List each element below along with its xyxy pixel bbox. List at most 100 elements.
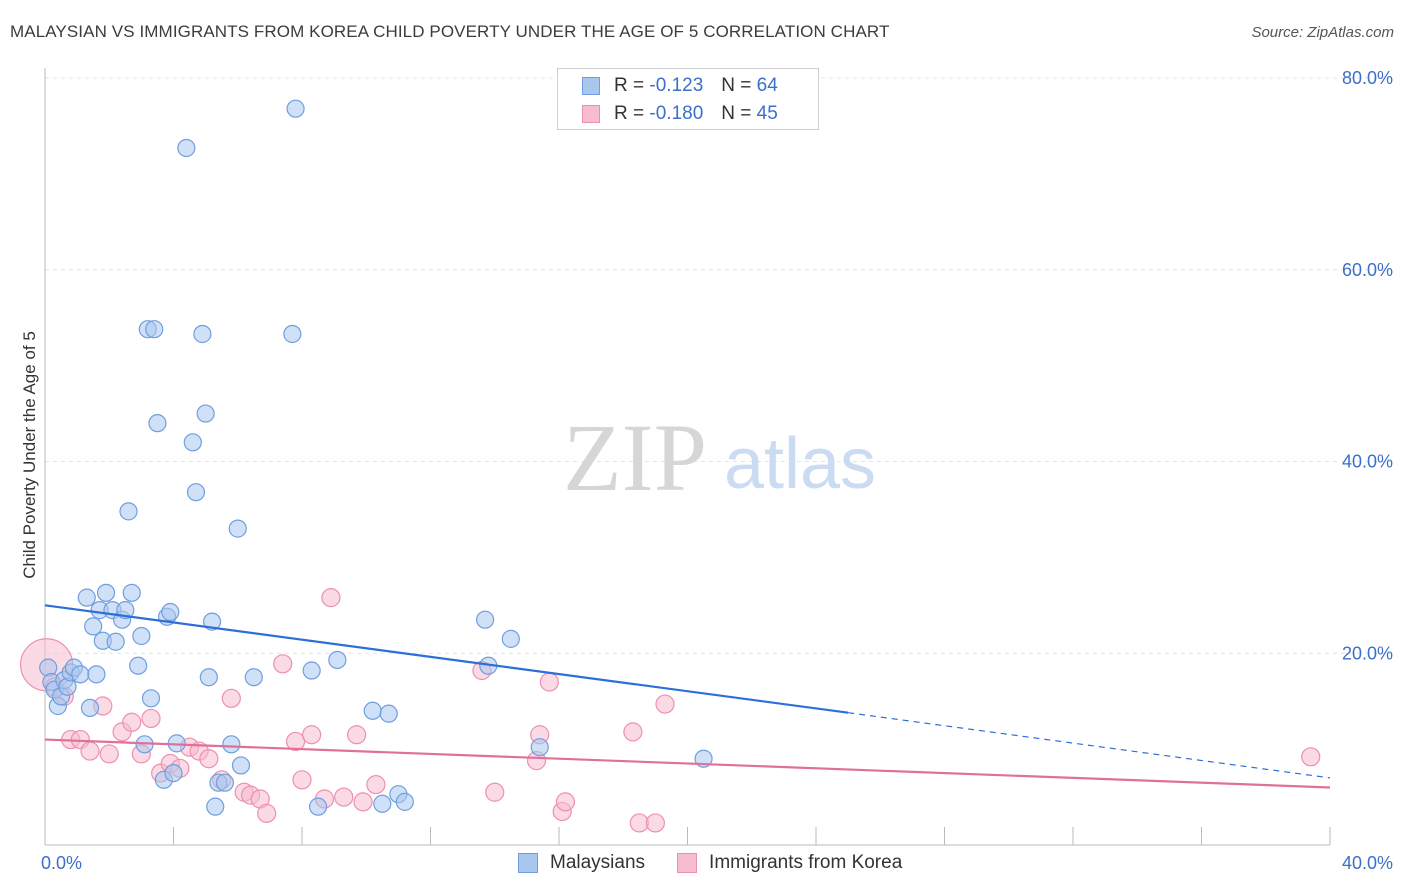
- data-point-malaysians: [206, 797, 225, 816]
- data-point-korea: [285, 731, 306, 752]
- legend-item-korea: Immigrants from Korea: [677, 852, 902, 874]
- data-point-korea: [347, 725, 367, 745]
- watermark: ZIP atlas: [563, 404, 876, 511]
- data-point-malaysians: [77, 588, 96, 607]
- data-point-malaysians: [96, 583, 116, 602]
- data-point-malaysians: [80, 698, 100, 717]
- n-label: N =: [721, 75, 752, 96]
- legend-swatch-malaysians: [518, 853, 538, 873]
- data-point-malaysians: [328, 650, 347, 670]
- data-point-malaysians: [373, 794, 392, 813]
- data-point-korea: [366, 774, 386, 795]
- n-label: N =: [721, 103, 752, 124]
- data-point-malaysians: [116, 601, 135, 620]
- data-point-malaysians: [202, 612, 222, 631]
- grid-lines: [45, 77, 1392, 654]
- data-point-malaysians: [286, 99, 305, 118]
- watermark-zip: ZIP: [563, 404, 707, 511]
- source-label: Source: ZipAtlas.com: [1251, 24, 1394, 41]
- data-point-malaysians: [228, 519, 247, 538]
- data-point-korea: [257, 803, 277, 823]
- r-value: -0.123: [649, 75, 704, 96]
- n-value: 64: [756, 75, 778, 96]
- watermark-atlas: atlas: [724, 424, 876, 504]
- trend-line-malaysians-extension: [848, 712, 1331, 779]
- data-point-malaysians: [283, 324, 302, 344]
- axes: [44, 68, 1331, 846]
- data-point-korea: [199, 749, 219, 769]
- legend-swatch-korea: [677, 853, 698, 873]
- data-point-malaysians: [530, 738, 549, 757]
- data-point-korea: [99, 744, 119, 764]
- data-point-malaysians: [363, 701, 382, 720]
- r-label: R =: [614, 75, 645, 96]
- chart-title: MALAYSIAN VS IMMIGRANTS FROM KOREA CHILD…: [10, 22, 890, 41]
- data-point-malaysians: [222, 735, 241, 754]
- tick-labels: 20.0% 40.0% 60.0% 80.0% 0.0% 40.0%: [41, 68, 1393, 873]
- data-point-korea: [623, 722, 643, 742]
- data-point-korea: [1301, 747, 1321, 767]
- data-point-malaysians: [501, 629, 520, 648]
- data-point-korea: [80, 741, 100, 761]
- data-point-malaysians: [119, 502, 138, 521]
- data-point-korea: [273, 654, 293, 674]
- legend-label-korea: Immigrants from Korea: [709, 852, 903, 873]
- data-point-korea: [141, 708, 161, 729]
- data-point-korea: [334, 787, 354, 807]
- data-point-malaysians: [164, 763, 183, 783]
- y-tick-label: 40.0%: [1342, 452, 1393, 472]
- y-axis-label: Child Poverty Under the Age of 5: [20, 331, 39, 579]
- data-point-malaysians: [231, 756, 251, 775]
- data-point-malaysians: [215, 773, 234, 792]
- n-value: 45: [756, 103, 778, 124]
- data-point-korea: [302, 725, 322, 745]
- data-point-korea: [539, 672, 559, 692]
- trend-line-korea: [44, 738, 1331, 789]
- data-point-malaysians: [132, 626, 151, 646]
- data-point-korea: [485, 782, 505, 802]
- data-point-malaysians: [148, 414, 167, 433]
- data-point-malaysians: [379, 704, 398, 723]
- y-tick-label: 80.0%: [1342, 68, 1393, 88]
- legend-row-korea: R = -0.180 N = 45: [582, 102, 778, 126]
- data-point-korea: [353, 792, 373, 812]
- correlation-legend: R = -0.123 N = 64 R = -0.180 N = 45: [557, 68, 819, 130]
- r-value: -0.180: [649, 103, 704, 124]
- data-point-malaysians: [84, 617, 103, 636]
- legend-label-malaysians: Malaysians: [550, 852, 646, 873]
- data-point-malaysians: [308, 797, 328, 816]
- data-point-malaysians: [395, 792, 414, 811]
- legend-row-malaysians: R = -0.123 N = 64: [582, 74, 778, 98]
- data-point-malaysians: [71, 665, 90, 684]
- data-point-korea: [122, 712, 142, 732]
- data-point-malaysians: [129, 656, 148, 675]
- legend-item-malaysians: Malaysians: [518, 852, 645, 874]
- data-point-malaysians: [302, 661, 321, 680]
- data-point-malaysians: [244, 668, 263, 687]
- data-point-korea: [221, 688, 241, 708]
- data-point-korea: [655, 694, 675, 714]
- data-point-korea: [321, 588, 341, 608]
- data-point-korea: [645, 813, 665, 833]
- data-point-malaysians: [141, 689, 161, 708]
- r-label: R =: [614, 103, 645, 124]
- trend-line-malaysians: [44, 604, 849, 714]
- trend-lines: [44, 604, 1331, 789]
- y-tick-label: 20.0%: [1342, 643, 1393, 663]
- data-point-malaysians: [196, 404, 215, 423]
- data-point-malaysians: [87, 665, 106, 684]
- data-point-malaysians: [106, 632, 125, 651]
- y-tick-label: 60.0%: [1342, 260, 1393, 280]
- legend-swatch-malaysians: [582, 77, 600, 95]
- series-malaysians: [39, 99, 713, 816]
- data-point-korea: [629, 813, 649, 833]
- data-point-malaysians: [193, 324, 212, 344]
- data-point-malaysians: [145, 320, 164, 339]
- data-point-malaysians: [186, 483, 206, 502]
- x-tick-label: 0.0%: [41, 853, 82, 873]
- series-legend: Malaysians Immigrants from Korea: [518, 852, 934, 874]
- data-point-malaysians: [199, 668, 218, 687]
- data-point-malaysians: [183, 433, 202, 452]
- data-point-malaysians: [161, 602, 180, 622]
